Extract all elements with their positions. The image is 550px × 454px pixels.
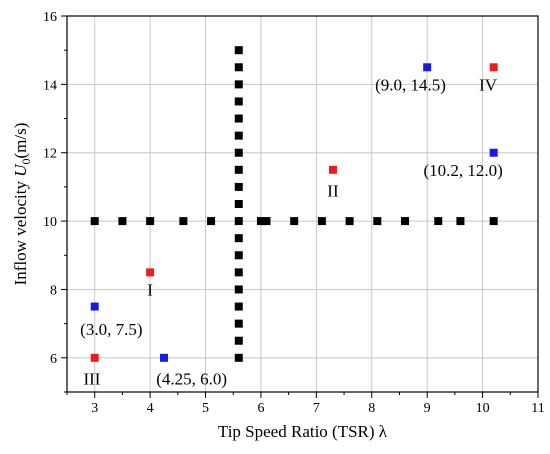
x-tick-label: 5	[202, 401, 209, 416]
x-tick-label: 8	[368, 401, 375, 416]
annotation-label: I	[147, 280, 153, 299]
x-tick-label: 6	[257, 401, 264, 416]
data-point-black	[234, 114, 243, 123]
data-point-black	[234, 131, 243, 140]
data-point-black	[234, 234, 243, 243]
data-point-black	[234, 200, 243, 208]
data-point-black	[90, 217, 99, 226]
x-tick-label: 4	[147, 401, 154, 416]
data-point-black	[234, 46, 243, 55]
y-tick-label: 14	[43, 78, 57, 93]
data-point-black	[401, 217, 410, 226]
data-point-black	[234, 148, 243, 157]
annotation-label: (9.0, 14.5)	[375, 75, 446, 94]
data-point-black	[234, 80, 243, 89]
x-tick-label: 7	[313, 401, 320, 416]
y-tick-label: 12	[43, 147, 57, 162]
plot-frame	[66, 15, 539, 393]
y-tick-label: 8	[50, 283, 57, 298]
data-point-black	[234, 182, 243, 191]
data-point-black	[317, 217, 326, 226]
data-point-black	[345, 217, 354, 226]
annotation-label: (10.2, 12.0)	[424, 161, 503, 180]
data-point-red	[146, 268, 155, 277]
data-point-black	[234, 217, 243, 226]
data-point-black	[373, 217, 382, 226]
annotation-label: III	[83, 369, 100, 388]
y-tick-label: 16	[43, 10, 57, 25]
y-axis-label-suffix: (m/s)	[11, 123, 30, 159]
annotation-label: (4.25, 6.0)	[156, 369, 227, 388]
data-point-black	[234, 165, 243, 174]
data-point-black	[290, 217, 299, 226]
data-point-black	[234, 319, 243, 328]
data-point-black	[118, 217, 127, 226]
data-point-black	[434, 217, 443, 226]
data-point-black	[234, 97, 243, 106]
data-point-black	[179, 217, 188, 226]
data-point-red	[489, 63, 498, 72]
y-tick-label: 10	[43, 215, 57, 230]
y-axis-label-subscript: 0	[19, 159, 33, 165]
x-tick-label: 11	[531, 401, 544, 416]
data-point-black	[234, 285, 243, 294]
data-points	[90, 46, 498, 362]
data-point-blue	[423, 63, 432, 72]
data-point-black	[234, 353, 243, 362]
data-point-black	[456, 217, 465, 226]
grid-lines	[67, 16, 538, 392]
data-point-black	[234, 63, 243, 72]
data-point-black	[207, 217, 216, 226]
data-point-black	[234, 268, 243, 277]
data-point-black	[234, 336, 243, 345]
x-tick-label: 9	[424, 401, 431, 416]
annotation-label: (3.0, 7.5)	[80, 320, 142, 339]
data-point-blue	[159, 353, 168, 362]
data-point-black	[234, 251, 243, 260]
y-axis-label-prefix: Inflow velocity	[11, 177, 30, 286]
data-point-black	[256, 217, 265, 226]
x-axis-label: Tip Speed Ratio (TSR) λ	[218, 422, 388, 441]
x-tick-label: 10	[476, 401, 490, 416]
data-point-blue	[90, 302, 99, 311]
y-tick-label: 6	[50, 352, 57, 367]
data-point-black	[234, 302, 243, 311]
data-point-red	[90, 353, 99, 362]
annotation-label: II	[327, 181, 339, 200]
annotation-label: IV	[479, 75, 498, 94]
data-point-black	[489, 217, 498, 226]
x-tick-label: 3	[91, 401, 98, 416]
data-point-black	[262, 217, 271, 226]
data-point-red	[328, 165, 337, 174]
data-point-black	[146, 217, 155, 226]
axes: 3 4 5 6 7 8 9 10 11 6 8 10 12 14 16	[43, 10, 545, 416]
data-point-blue	[489, 148, 498, 157]
y-axis-label-symbol: U	[11, 163, 30, 177]
y-axis-label: Inflow velocity U0(m/s)	[11, 123, 33, 286]
